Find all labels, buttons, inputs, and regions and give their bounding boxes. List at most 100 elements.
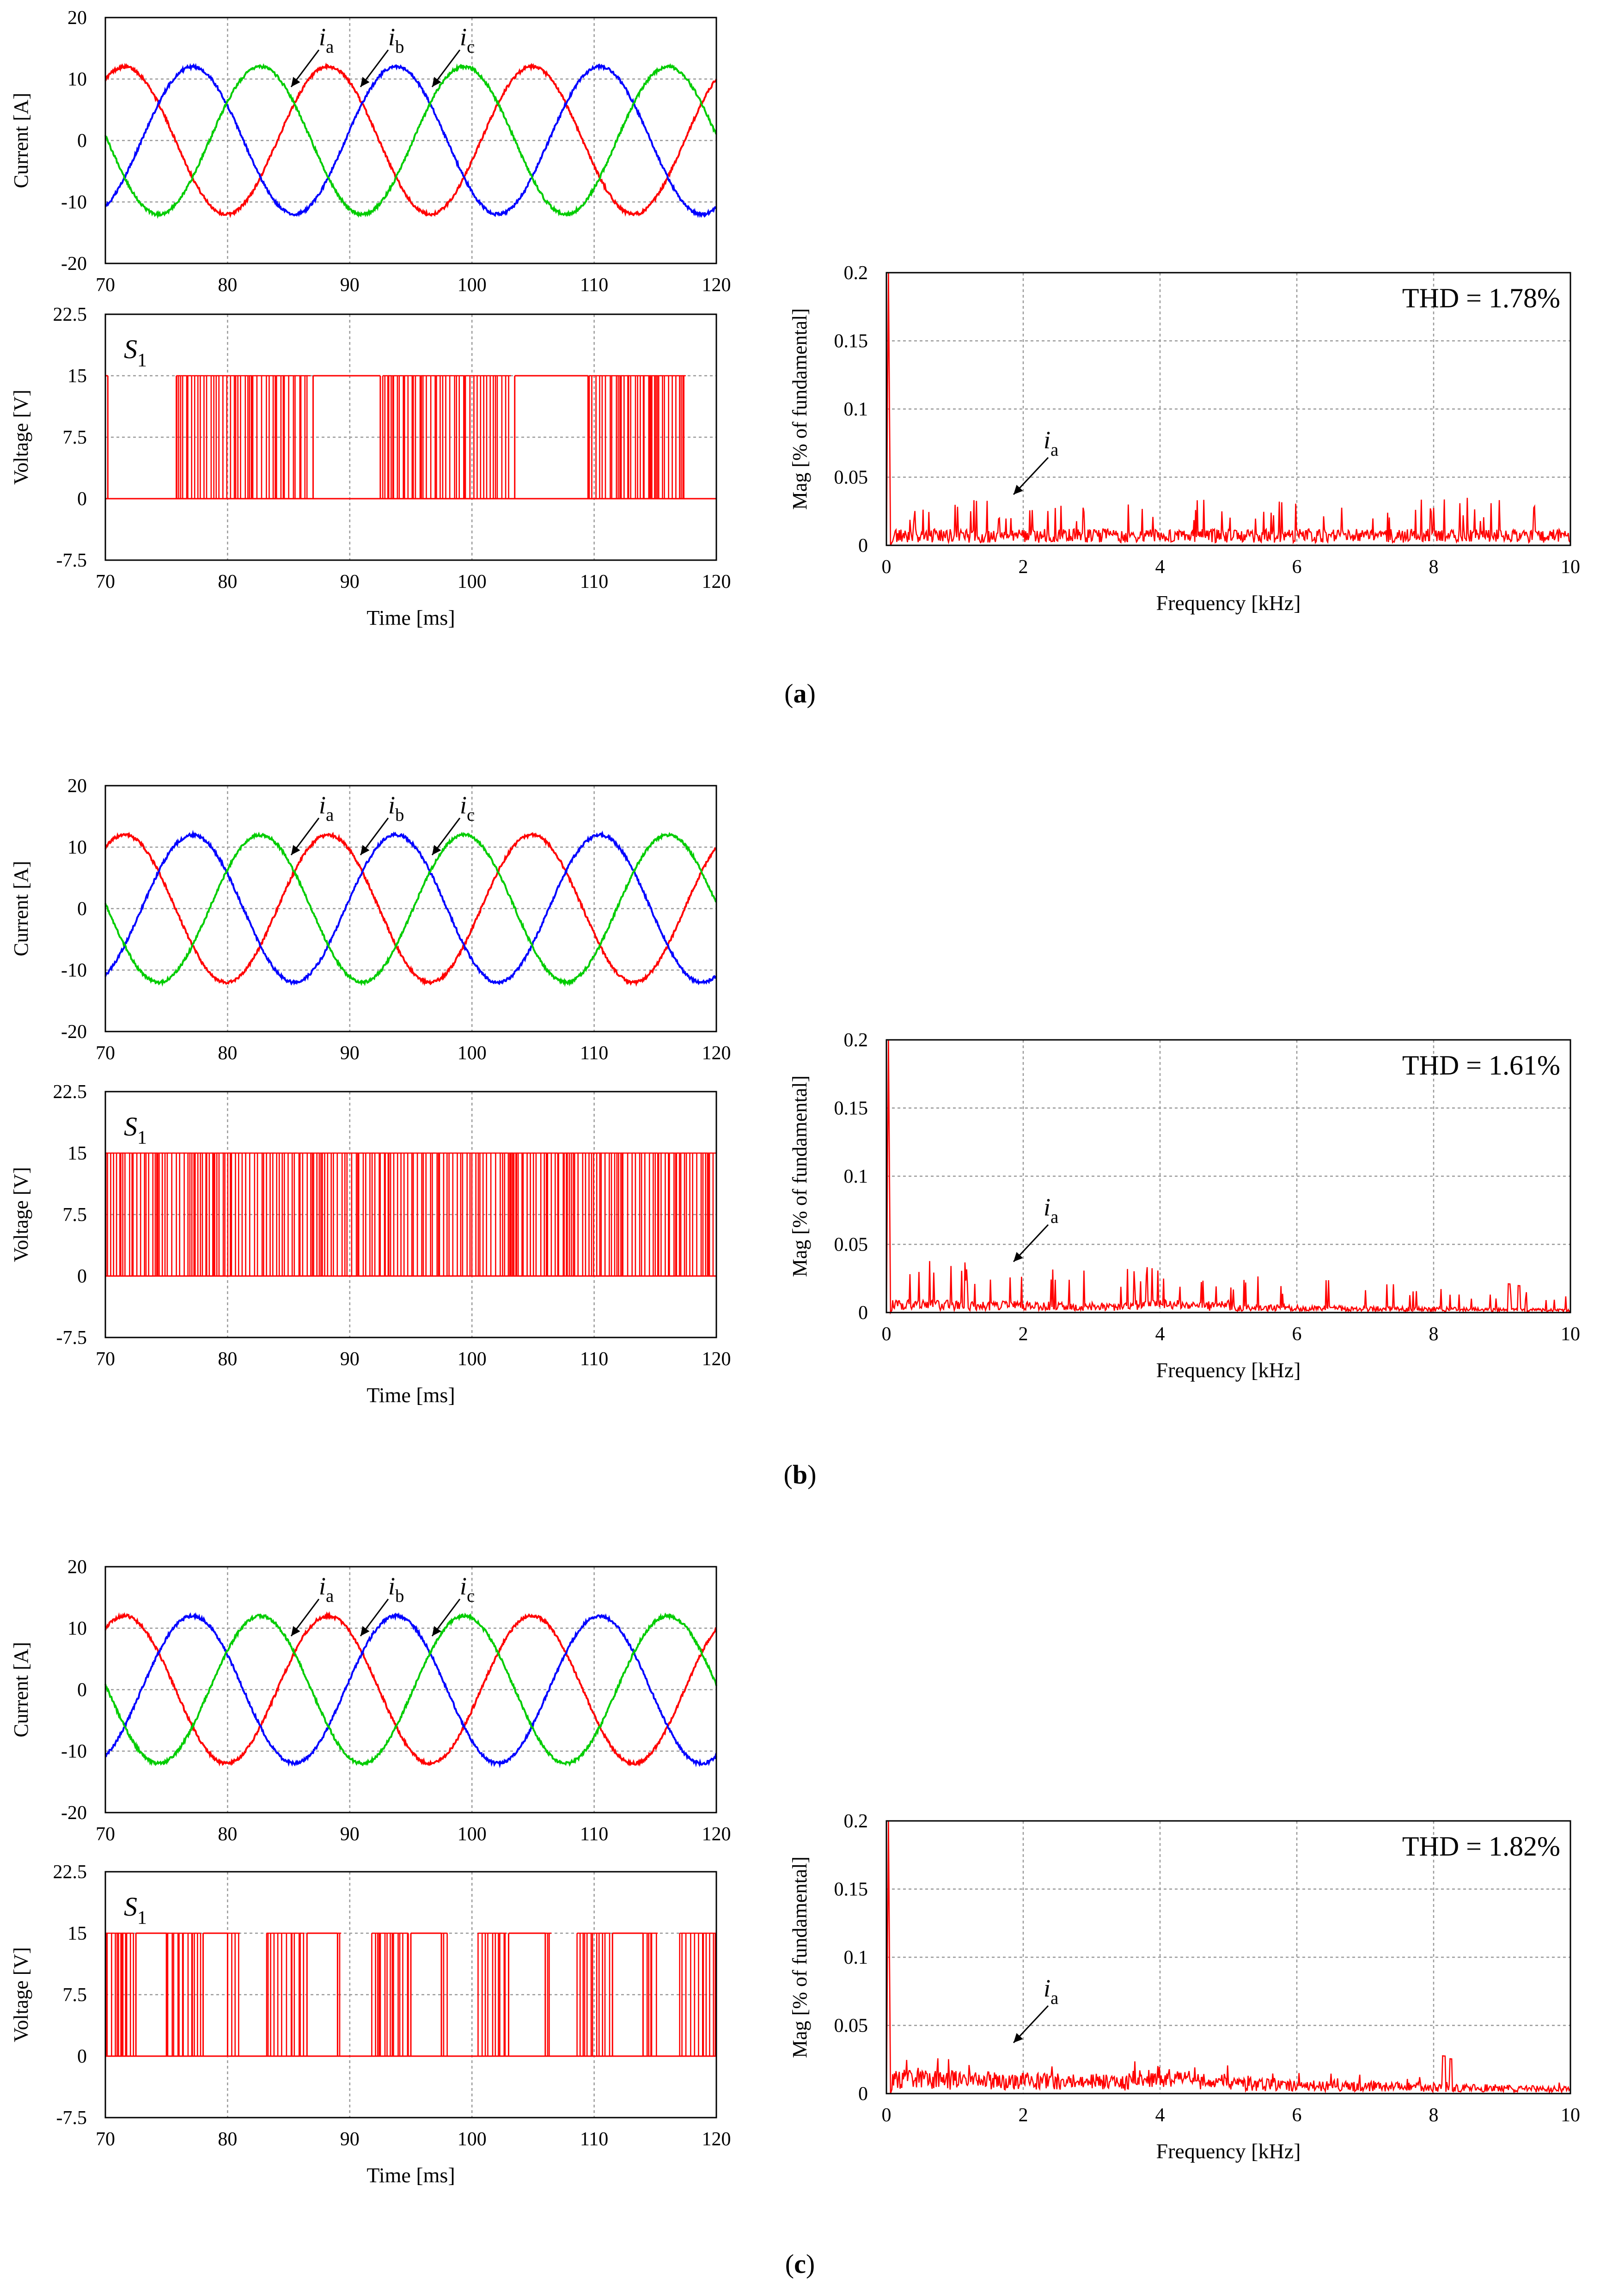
y-tick-label: -7.5 bbox=[56, 550, 87, 571]
y-axis-label: Mag [% of fundamental] bbox=[788, 308, 811, 510]
y-tick-label: -10 bbox=[61, 960, 87, 981]
x-tick-label: 110 bbox=[580, 571, 608, 592]
y-tick-label: 0.2 bbox=[844, 1811, 868, 1832]
x-tick-label: 120 bbox=[702, 1349, 731, 1370]
y-tick-label: 22.5 bbox=[53, 304, 87, 325]
x-tick-label: 0 bbox=[882, 2105, 892, 2126]
x-axis-label: Time [ms] bbox=[366, 606, 455, 629]
x-tick-label: 2 bbox=[1019, 556, 1028, 578]
label-ic-main: i bbox=[460, 791, 467, 819]
y-tick-label: 22.5 bbox=[53, 1862, 87, 1883]
x-tick-label: 10 bbox=[1561, 2105, 1580, 2126]
label-s1: S1 bbox=[124, 1111, 147, 1148]
label-ic-main: i bbox=[460, 23, 467, 51]
switching-pulses bbox=[227, 1932, 240, 2056]
y-tick-label: 20 bbox=[67, 1557, 87, 1578]
y-tick-label: 7.5 bbox=[63, 427, 87, 448]
y-tick-label: 0 bbox=[77, 1679, 87, 1701]
label-ib-sub: b bbox=[395, 37, 404, 57]
arrow-spectrum-ia-head bbox=[1014, 2033, 1023, 2043]
spectrum-chart: 0 2 4 6 8 10 0 0.05 0.1 0.15 0.2 Frequency [kHz] Mag… bbox=[788, 1030, 1580, 1382]
x-tick-label: 120 bbox=[702, 275, 731, 296]
caption-letter: c bbox=[794, 2249, 806, 2279]
switching-pulses bbox=[576, 1932, 611, 2056]
y-axis-label: Voltage [V] bbox=[10, 1947, 32, 2042]
label-ia-sub: a bbox=[326, 805, 334, 825]
label-s1-sub: 1 bbox=[137, 1127, 147, 1148]
plot-frame bbox=[885, 1039, 1571, 1313]
x-tick-label: 100 bbox=[458, 1349, 487, 1370]
label-ic-sub: c bbox=[467, 805, 475, 825]
x-tick-label: 100 bbox=[458, 571, 487, 592]
y-tick-label: 0 bbox=[858, 2083, 868, 2105]
arrow-ia-head bbox=[291, 1626, 300, 1636]
x-tick-label: 110 bbox=[580, 1043, 608, 1064]
plot-frame bbox=[104, 17, 717, 264]
arrow-spectrum-ia-head bbox=[1014, 485, 1023, 495]
y-tick-label: 7.5 bbox=[63, 1985, 87, 2006]
x-tick-label: 0 bbox=[882, 556, 892, 578]
thd-annotation: THD = 1.61% bbox=[1402, 1050, 1560, 1081]
x-tick-label: 8 bbox=[1429, 556, 1439, 578]
label-ic-main: i bbox=[460, 1572, 467, 1600]
label-spectrum-ia-sub: a bbox=[1050, 1207, 1058, 1227]
series-ib bbox=[104, 63, 717, 218]
x-tick-label: 90 bbox=[340, 1043, 360, 1064]
y-tick-label: 0.2 bbox=[844, 1030, 868, 1051]
label-ib: ib bbox=[388, 791, 404, 825]
grid bbox=[105, 1567, 716, 1813]
x-tick-label: 90 bbox=[340, 1349, 360, 1370]
plot-frame bbox=[885, 272, 1571, 546]
switching-pulses bbox=[266, 1932, 305, 2056]
label-ia: ia bbox=[319, 791, 334, 825]
caption-close: ) bbox=[806, 2249, 815, 2279]
label-ia-main: i bbox=[319, 791, 326, 819]
label-s1-main: S bbox=[124, 1111, 137, 1142]
caption-open: ( bbox=[784, 1459, 793, 1490]
label-ia-main: i bbox=[319, 23, 326, 51]
switching-pulses bbox=[337, 1932, 342, 2056]
label-ib-main: i bbox=[388, 791, 395, 819]
thd-annotation: THD = 1.82% bbox=[1402, 1831, 1560, 1862]
label-spectrum-ia: ia bbox=[1044, 426, 1058, 460]
x-tick-label: 70 bbox=[96, 1824, 115, 1845]
y-tick-label: 7.5 bbox=[63, 1204, 87, 1226]
plot-frame bbox=[104, 1871, 717, 2119]
y-tick-label: 0 bbox=[858, 535, 868, 556]
x-axis-label: Time [ms] bbox=[366, 2163, 455, 2187]
x-axis-label: Frequency [kHz] bbox=[1156, 2139, 1301, 2163]
caption-letter: a bbox=[794, 678, 807, 708]
label-ib-main: i bbox=[388, 1572, 395, 1600]
y-tick-label: -20 bbox=[61, 1021, 87, 1043]
label-ib: ib bbox=[388, 23, 404, 57]
y-tick-label: 10 bbox=[67, 837, 87, 858]
x-tick-label: 70 bbox=[96, 1349, 115, 1370]
x-tick-label: 2 bbox=[1019, 1324, 1028, 1345]
switching-pulses bbox=[176, 375, 311, 499]
y-tick-label: 10 bbox=[67, 1618, 87, 1639]
x-axis-label: Frequency [kHz] bbox=[1156, 591, 1301, 615]
caption-close: ) bbox=[807, 678, 816, 708]
y-axis-label: Voltage [V] bbox=[10, 390, 32, 485]
label-ic-sub: c bbox=[467, 1586, 475, 1606]
x-axis-label: Frequency [kHz] bbox=[1156, 1358, 1301, 1382]
x-tick-label: 80 bbox=[218, 2129, 237, 2150]
y-tick-label: 22.5 bbox=[53, 1081, 87, 1103]
label-ib: ib bbox=[388, 1572, 404, 1606]
caption-a: (a) bbox=[784, 678, 816, 708]
switching-pulses bbox=[104, 1152, 716, 1276]
voltage-chart: 70 80 90 100 110 120 -7.5 0 7.5 15 22.5 Time [ms] Vo… bbox=[10, 304, 731, 629]
spectrum-series-ia bbox=[885, 272, 1570, 546]
grid bbox=[105, 18, 716, 263]
x-tick-label: 80 bbox=[218, 1824, 237, 1845]
x-tick-label: 6 bbox=[1292, 1324, 1302, 1345]
switching-pulses bbox=[477, 1932, 507, 2056]
series-ic bbox=[104, 1612, 717, 1767]
x-tick-label: 6 bbox=[1292, 556, 1302, 578]
y-tick-label: -7.5 bbox=[56, 2107, 87, 2129]
caption-open: ( bbox=[785, 2249, 794, 2279]
x-tick-label: 70 bbox=[96, 1043, 115, 1064]
x-tick-label: 100 bbox=[458, 275, 487, 296]
